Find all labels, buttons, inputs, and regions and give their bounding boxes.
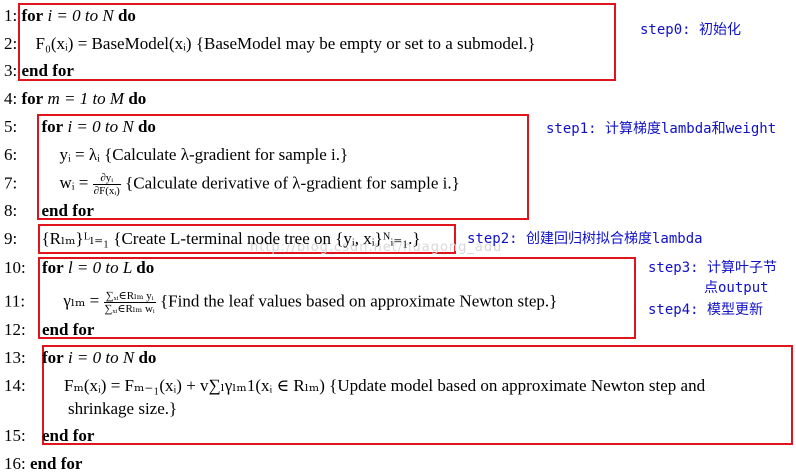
line-14: 14: Fₘ(xᵢ) = Fₘ₋₁(xᵢ) + v∑ₗγₗₘ1(xᵢ ∈ Rₗₘ… — [4, 376, 705, 396]
line-12: 12: end for — [4, 320, 94, 340]
line-16: 16: end for — [4, 454, 82, 474]
line-text: wᵢ = — [59, 173, 93, 193]
line-number: 6: — [4, 145, 18, 164]
line-number: 14: — [4, 376, 26, 395]
step3-note-continued: 点output — [704, 280, 769, 296]
step4-note: step4: 模型更新 — [648, 302, 764, 318]
line-text: i = 0 to N — [63, 348, 139, 367]
step1-box — [37, 114, 529, 220]
keyword: end for — [41, 201, 94, 220]
line-7: 7: wᵢ = ∂yᵢ ∂F(xᵢ) {Calculate derivative … — [4, 172, 460, 197]
keyword: for — [41, 117, 64, 136]
line-number: 1: — [4, 6, 18, 25]
keyword: do — [128, 89, 147, 108]
line-text: γₗₘ = — [63, 291, 104, 311]
keyword: do — [138, 348, 157, 367]
line-6: 6: yᵢ = λᵢ {Calculate λ-gradient for sam… — [4, 145, 348, 165]
line-text: {Calculate derivative of λ-gradient for … — [120, 173, 460, 193]
keyword: end for — [29, 454, 83, 473]
line-10: 10: for l = 0 to L do — [4, 258, 154, 278]
keyword: end for — [21, 61, 74, 80]
keyword: for — [21, 6, 44, 25]
step0-note: step0: 初始化 — [640, 22, 742, 38]
keyword: end for — [41, 426, 95, 445]
line-number: 12: — [4, 320, 26, 339]
step0-box — [18, 3, 616, 81]
line-text: {Find the leaf values based on approxima… — [155, 291, 558, 311]
step3-note: step3: 计算叶子节 — [648, 260, 778, 276]
line-number: 8: — [4, 201, 18, 220]
line-15: 15: end for — [4, 426, 94, 446]
line-13: 13: for i = 0 to N do — [4, 348, 156, 368]
line-text: shrinkage size.} — [68, 399, 178, 418]
line-number: 4: — [4, 89, 18, 108]
line-number: 3: — [4, 61, 18, 80]
line-9: 9: {Rₗₘ}ᴸₗ₌₁ {Create L-terminal node tre… — [4, 229, 421, 249]
line-text: yᵢ = λᵢ {Calculate λ-gradient for sample… — [59, 145, 349, 164]
step2-box — [38, 224, 456, 254]
line-14-continuation: shrinkage size.} — [68, 399, 177, 419]
line-text: m = 1 to M — [43, 89, 129, 108]
line-number: 5: — [4, 117, 18, 136]
step2-note: step2: 创建回归树拟合梯度lambda — [467, 231, 703, 247]
line-number: 15: — [4, 426, 26, 445]
step1-note: step1: 计算梯度lambda和weight — [546, 121, 777, 137]
line-number: 16: — [4, 454, 26, 473]
line-2: 2: F₀(xᵢ) = BaseModel(xᵢ) {BaseModel may… — [4, 34, 536, 54]
keyword: do — [136, 258, 155, 277]
line-text: i = 0 to N — [43, 6, 118, 25]
line-8: 8: end for — [4, 201, 94, 221]
step3-4-box — [38, 257, 636, 339]
keyword: for — [41, 258, 64, 277]
line-1: 1: for i = 0 to N do — [4, 6, 136, 26]
line-text: F₀(xᵢ) = BaseModel(xᵢ) {BaseModel may be… — [35, 34, 536, 53]
line-number: 7: — [4, 173, 18, 193]
derivative-fraction: ∂yᵢ ∂F(xᵢ) — [92, 172, 121, 197]
line-text: {Rₗₘ}ᴸₗ₌₁ {Create L-terminal node tree o… — [41, 229, 421, 248]
line-4: 4: for m = 1 to M do — [4, 89, 146, 109]
keyword: do — [137, 117, 156, 136]
watermark: http://blog.csdn.net/huagong_adu — [250, 240, 503, 255]
keyword: do — [117, 6, 136, 25]
line-text: i = 0 to N — [63, 117, 138, 136]
leaf-value-fraction: ∑ₓᵢ∈Rₗₘ yᵢ ∑ₓᵢ∈Rₗₘ wᵢ — [103, 290, 156, 315]
keyword: for — [21, 89, 44, 108]
line-5: 5: for i = 0 to N do — [4, 117, 156, 137]
line-11: 11: γₗₘ = ∑ₓᵢ∈Rₗₘ yᵢ ∑ₓᵢ∈Rₗₘ wᵢ {Find the… — [4, 290, 557, 315]
line-number: 10: — [4, 258, 26, 277]
step5-box — [42, 345, 793, 445]
line-number: 13: — [4, 348, 26, 367]
line-number: 9: — [4, 229, 18, 248]
keyword: for — [41, 348, 64, 367]
keyword: end for — [41, 320, 95, 339]
line-3: 3: end for — [4, 61, 74, 81]
line-number: 2: — [4, 34, 18, 53]
line-number: 11: — [4, 291, 26, 311]
line-text: l = 0 to L — [63, 258, 137, 277]
line-text: Fₘ(xᵢ) = Fₘ₋₁(xᵢ) + v∑ₗγₗₘ1(xᵢ ∈ Rₗₘ) {U… — [63, 376, 706, 395]
